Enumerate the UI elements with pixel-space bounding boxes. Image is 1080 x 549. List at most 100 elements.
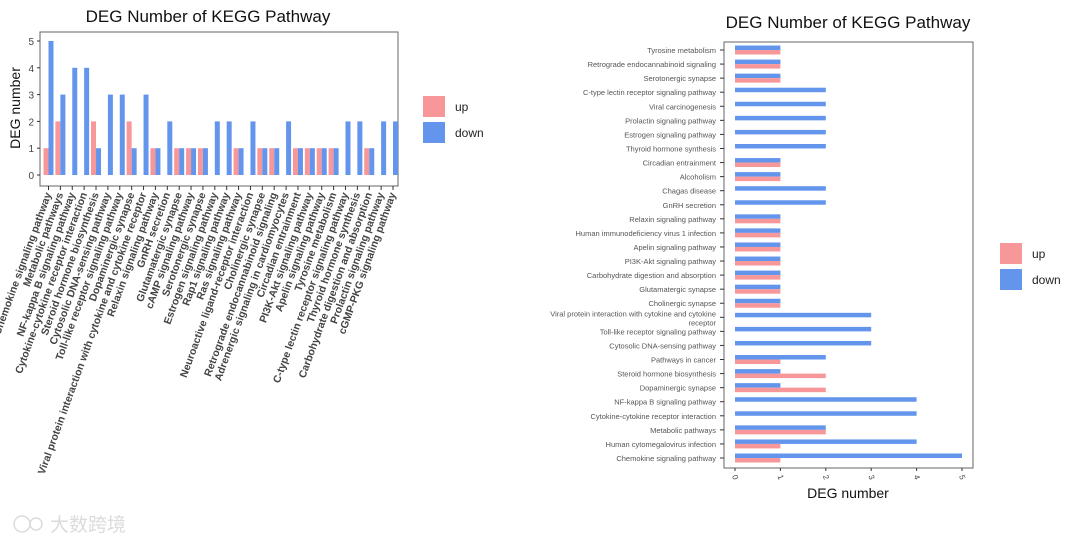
bar-up xyxy=(257,148,263,175)
y-tick-label: 1 xyxy=(28,144,34,155)
y-tick-label: 2 xyxy=(28,117,34,128)
x-tick-label: 0 xyxy=(730,474,740,482)
bar-up xyxy=(269,148,275,175)
bar-up xyxy=(735,261,781,266)
bar-down xyxy=(735,298,781,304)
y-tick-label: Human immunodeficiency virus 1 infection xyxy=(576,229,716,238)
legend-up-label: up xyxy=(1032,247,1046,261)
legend-up-label: up xyxy=(455,100,469,114)
bar-up xyxy=(174,148,180,175)
left-legend: up down xyxy=(423,96,484,143)
left-chart-title: DEG Number of KEGG Pathway xyxy=(86,7,331,26)
right-plot-panel xyxy=(723,41,974,469)
y-tick-label: Cholinergic synapse xyxy=(648,299,716,308)
y-tick-label: Viral carcinogenesis xyxy=(649,102,716,111)
bar-up xyxy=(735,232,781,238)
y-tick-label: Dopaminergic synapse xyxy=(640,384,716,393)
bar-down xyxy=(735,270,781,276)
bar-down xyxy=(735,73,781,79)
bar-down xyxy=(84,67,90,175)
y-tick-label: Glutamatergic synapse xyxy=(639,285,716,294)
bar-down xyxy=(167,121,173,175)
x-tick-label: 4 xyxy=(912,474,922,482)
y-tick-label: Metabolic pathways xyxy=(650,426,716,435)
bar-up xyxy=(304,148,310,175)
left-chart: DEG Number of KEGG Pathway DEG number 0 1… xyxy=(0,7,484,476)
bar-down xyxy=(393,121,398,175)
bar-up xyxy=(43,148,49,175)
legend-down-swatch xyxy=(423,122,445,143)
bar-down xyxy=(735,214,781,219)
bar-up xyxy=(735,443,781,449)
bar-up xyxy=(735,303,781,308)
bar-down xyxy=(735,59,781,65)
bar-up xyxy=(735,246,781,252)
bar-down xyxy=(143,94,149,175)
bar-down xyxy=(735,200,826,205)
y-tick-label: 3 xyxy=(28,91,34,102)
bar-up xyxy=(150,148,156,175)
bar-down xyxy=(735,101,826,107)
bar-up xyxy=(735,387,826,393)
bar-down xyxy=(735,425,826,430)
y-tick-label: Prolactin signaling pathway xyxy=(625,116,716,125)
right-legend: up down xyxy=(1000,243,1061,290)
bar-down xyxy=(274,148,280,175)
bar-down xyxy=(735,129,826,135)
bar-down xyxy=(48,41,54,175)
y-tick-label: 5 xyxy=(28,37,34,48)
y-tick-label: Cytokine-cytokine receptor interaction xyxy=(591,412,716,421)
y-tick-label: C-type lectin receptor signaling pathway xyxy=(583,88,716,97)
bar-up xyxy=(735,78,781,83)
y-tick-label: NF-kappa B signaling pathway xyxy=(614,398,716,407)
bar-down xyxy=(735,439,917,444)
y-tick-label: Estrogen signaling pathway xyxy=(624,130,716,139)
right-x-axis-label: DEG number xyxy=(807,485,889,501)
x-tick-label: 5 xyxy=(957,474,967,482)
bar-down xyxy=(60,94,66,175)
bar-down xyxy=(262,148,268,175)
bar-up xyxy=(735,289,781,294)
bar-down xyxy=(369,148,375,175)
legend-up-swatch xyxy=(1000,243,1022,264)
bar-up xyxy=(735,176,781,182)
y-tick-label: Serotonergic synapse xyxy=(643,74,716,83)
bar-down xyxy=(321,148,327,175)
y-tick-label: Relaxin signaling pathway xyxy=(629,215,716,224)
bar-down xyxy=(735,45,781,50)
bar-down xyxy=(191,148,197,175)
bar-up xyxy=(735,162,781,168)
y-tick-label: Chagas disease xyxy=(662,187,716,196)
bar-up xyxy=(55,121,61,175)
bar-down xyxy=(131,148,137,175)
legend-up-swatch xyxy=(423,96,445,117)
y-tick-label: Chemokine signaling pathway xyxy=(616,454,716,463)
bar-down xyxy=(735,87,826,93)
bar-down xyxy=(202,148,208,175)
bar-down xyxy=(735,186,826,191)
bar-down xyxy=(179,148,185,175)
bar-down xyxy=(226,121,232,175)
left-y-axis-label: DEG number xyxy=(7,67,23,149)
bar-down xyxy=(735,411,917,416)
y-tick-label: 0 xyxy=(28,171,34,182)
bar-up xyxy=(735,275,781,280)
bar-down xyxy=(286,121,292,175)
watermark-text: 大数跨境 xyxy=(50,514,126,536)
bar-down xyxy=(119,94,125,175)
legend-down-swatch xyxy=(1000,269,1022,290)
bar-down xyxy=(735,397,917,402)
bar-up xyxy=(91,121,97,175)
bar-down xyxy=(735,312,872,318)
bar-up xyxy=(735,50,781,55)
right-chart: DEG Number of KEGG Pathway Tyrosine meta… xyxy=(550,13,1060,501)
y-tick-label: Toll-like receptor signaling pathway xyxy=(600,327,717,336)
watermark-logo: 大数跨境 xyxy=(13,514,126,536)
bar-down xyxy=(735,369,781,374)
bar-down xyxy=(96,148,102,175)
y-tick-label: Steroid hormone biosynthesis xyxy=(617,370,716,379)
right-chart-title: DEG Number of KEGG Pathway xyxy=(726,13,971,32)
watermark-icon xyxy=(13,515,31,533)
y-tick-label: Alcoholism xyxy=(680,173,716,182)
y-tick-label: Viral protein interaction with cytokine … xyxy=(550,309,716,327)
